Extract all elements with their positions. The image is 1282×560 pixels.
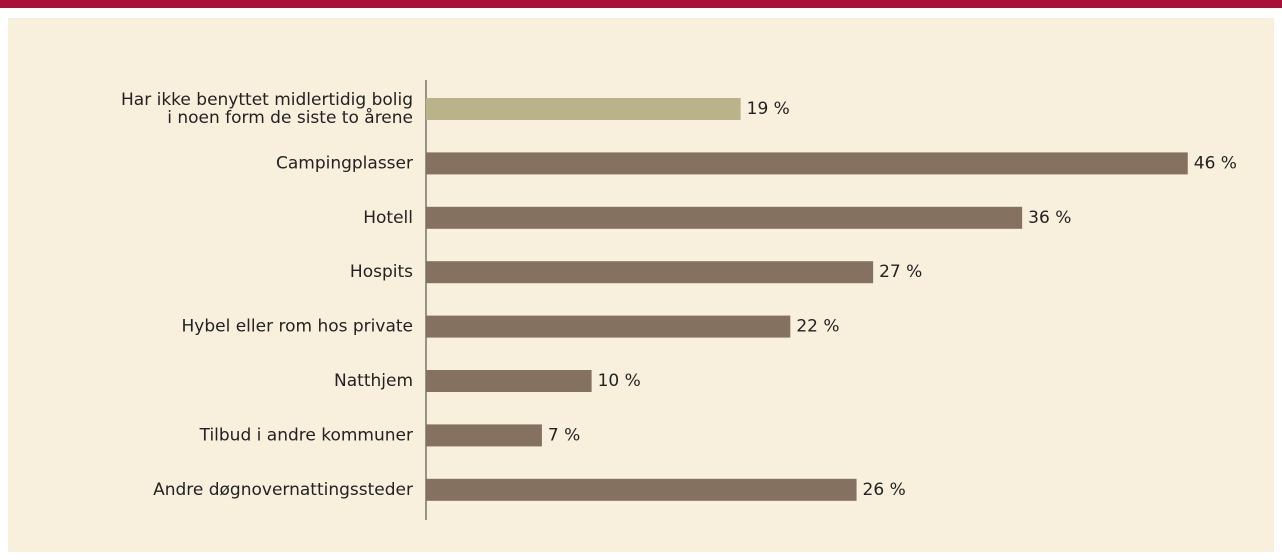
category-label: Tilbud i andre kommuner	[199, 425, 413, 445]
category-label: Campingplasser	[276, 153, 413, 173]
value-label: 27 %	[879, 262, 922, 282]
category-label: Hotell	[363, 208, 413, 228]
bar	[426, 261, 874, 284]
bar	[426, 370, 592, 392]
header-band	[0, 0, 1282, 8]
value-label: 46 %	[1194, 153, 1237, 173]
bar	[426, 206, 1023, 229]
bar	[426, 424, 542, 447]
category-label: Har ikke benyttet midlertidig bolig i noe…	[121, 90, 413, 128]
value-label: 19 %	[747, 99, 790, 119]
bar	[426, 152, 1188, 175]
category-label: Hybel eller rom hos private	[181, 317, 413, 337]
bar	[426, 315, 791, 338]
bar	[426, 478, 857, 501]
bar	[426, 98, 741, 120]
value-label: 36 %	[1028, 208, 1071, 228]
category-label: Natthjem	[334, 371, 413, 391]
category-label: Hospits	[350, 262, 413, 282]
category-label: Andre døgnovernattingssteder	[153, 480, 413, 500]
value-label: 7 %	[548, 425, 580, 445]
value-label: 22 %	[796, 317, 839, 337]
value-label: 10 %	[598, 371, 641, 391]
value-label: 26 %	[863, 480, 906, 500]
